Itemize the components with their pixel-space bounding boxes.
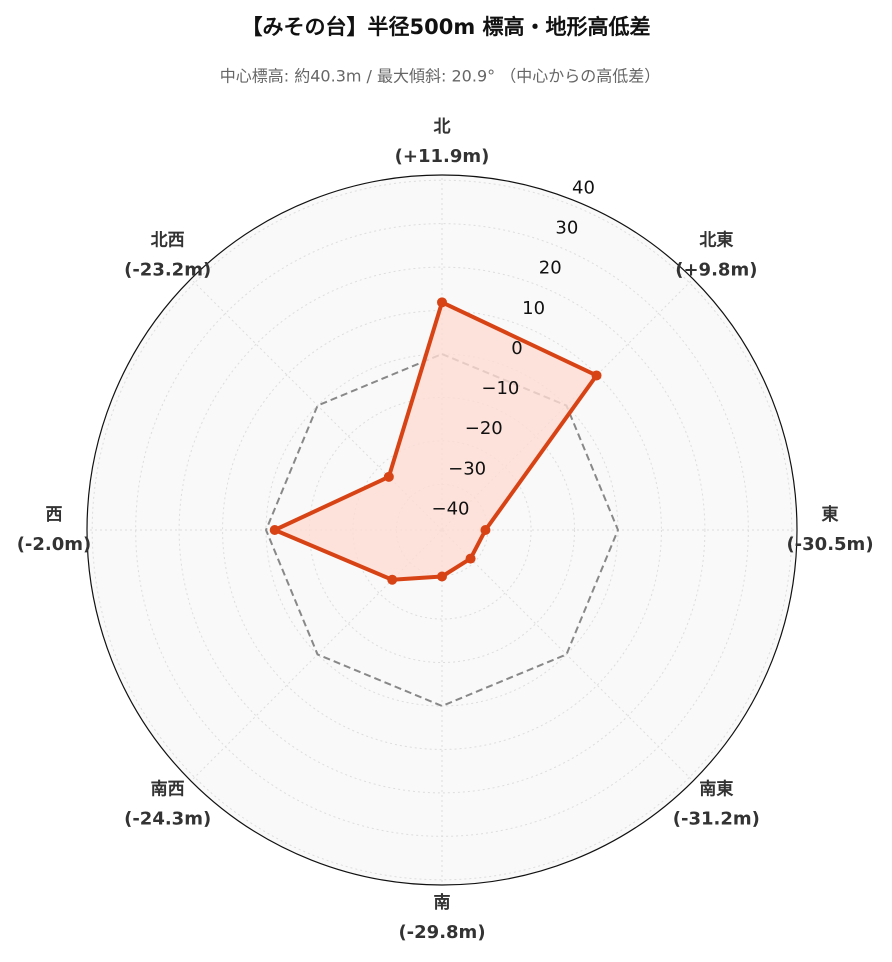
grid-spoke: [190, 529, 443, 782]
value-label: (-2.0m): [17, 534, 92, 555]
data-point: [480, 525, 491, 535]
radial-tick-label: −30: [448, 458, 486, 479]
radial-tick-label: −40: [431, 499, 469, 520]
grid-spoke: [441, 529, 694, 782]
category-label: 東: [822, 504, 839, 525]
chart-title: 【みその台】半径500m 標高・地形高低差: [241, 15, 650, 39]
value-label: (+11.9m): [395, 146, 490, 167]
data-point: [465, 553, 476, 564]
category-label: 北東: [699, 230, 733, 251]
grid-ring: [178, 266, 706, 794]
grid-spoke: [441, 278, 694, 531]
radial-tick-label: 40: [572, 177, 595, 198]
value-label: (-23.2m): [124, 260, 211, 281]
radial-tick-label: −10: [481, 378, 519, 399]
data-point: [591, 370, 602, 381]
data-point: [387, 574, 398, 585]
value-label: (-30.5m): [786, 534, 873, 555]
value-label: (-29.8m): [398, 922, 485, 943]
data-point: [383, 471, 394, 482]
grid-ring: [352, 440, 532, 620]
category-label: 南西: [151, 778, 185, 799]
radial-tick-label: 10: [522, 298, 545, 319]
chart-subtitle: 中心標高: 約40.3m / 最大傾斜: 20.9° （中心からの高低差）: [220, 67, 660, 86]
category-label: 北西: [151, 231, 185, 251]
value-label: (+9.8m): [675, 260, 757, 281]
data-point: [437, 571, 447, 582]
grid-ring: [91, 179, 793, 881]
radial-tick-label: 0: [511, 338, 522, 359]
data-point: [269, 525, 280, 535]
plot-border: [86, 174, 798, 886]
value-label: (-31.2m): [673, 808, 760, 829]
category-label: 南: [434, 892, 451, 913]
data-area: [274, 302, 597, 580]
category-label: 西: [46, 505, 63, 525]
radial-tick-label: 20: [539, 258, 562, 279]
reference-line: [264, 352, 620, 708]
category-label: 北: [434, 117, 451, 137]
data-point: [437, 297, 447, 308]
radial-tick-label: 30: [555, 218, 578, 239]
value-label: (-24.3m): [124, 808, 211, 829]
radial-tick-label: −20: [465, 418, 503, 439]
grid-spoke: [190, 278, 443, 531]
grid-ring: [222, 310, 662, 750]
category-label: 南東: [699, 778, 733, 799]
